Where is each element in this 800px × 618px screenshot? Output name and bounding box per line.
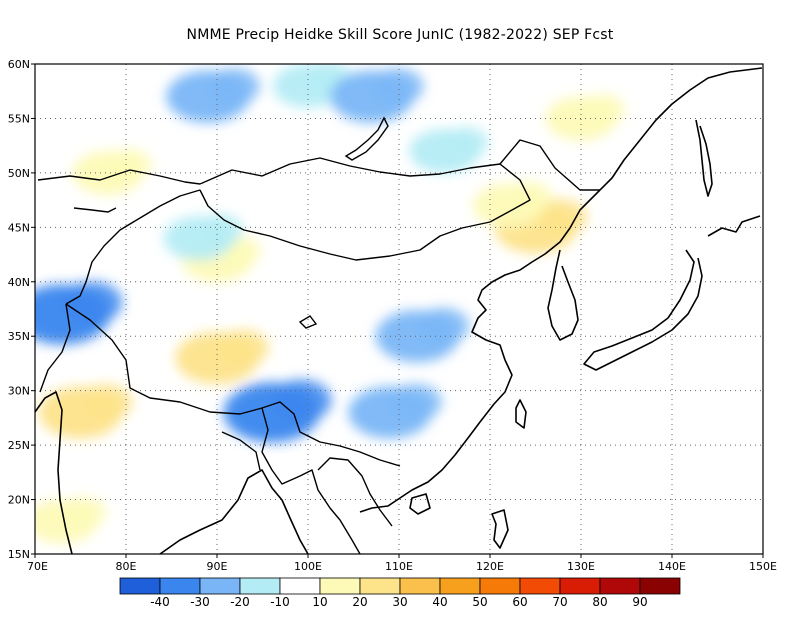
lon-label-70: 70E bbox=[27, 560, 48, 573]
border-china-northeast bbox=[499, 139, 600, 191]
lon-label-150: 150E bbox=[749, 560, 777, 573]
lake-qinghai bbox=[298, 315, 318, 329]
country-borders bbox=[37, 139, 600, 554]
colorbar-swatch-4 bbox=[279, 577, 321, 595]
coastline-philippines bbox=[491, 509, 509, 549]
colorbar-label-8: 50 bbox=[472, 595, 487, 609]
colorbar-label-1: -30 bbox=[190, 595, 210, 609]
coastline-korea bbox=[547, 249, 579, 341]
lat-label-15: 15N bbox=[8, 548, 30, 561]
inland-water bbox=[73, 116, 389, 329]
colorbar-swatch-2 bbox=[199, 577, 241, 595]
coastline-russia-far-east bbox=[599, 67, 763, 191]
longitude-tick-labels: 70E 80E 90E 100E 110E 120E 130E 140E 150E bbox=[27, 554, 777, 573]
lon-label-100: 100E bbox=[294, 560, 322, 573]
coastline-sakhalin bbox=[695, 119, 713, 197]
skill-region-14-lobe bbox=[62, 281, 123, 324]
coastline-hainan bbox=[409, 493, 431, 515]
page-title: NMME Precip Heidke Skill Score JunIC (19… bbox=[186, 27, 614, 43]
colorbar-swatch-10 bbox=[519, 577, 561, 595]
lat-label-50: 50N bbox=[8, 167, 30, 180]
lat-label-30: 30N bbox=[8, 385, 30, 398]
colorbar-swatch-0 bbox=[119, 577, 161, 595]
colorbar-label-11: 80 bbox=[592, 595, 607, 609]
skill-region-0-lobe bbox=[80, 383, 133, 421]
lon-label-130: 130E bbox=[567, 560, 595, 573]
lat-label-40: 40N bbox=[8, 276, 30, 289]
colorbar-swatch-3 bbox=[239, 577, 281, 595]
colorbar-swatch-6 bbox=[359, 577, 401, 595]
border-indochina bbox=[317, 457, 393, 527]
skill-region-3-lobe bbox=[535, 198, 588, 236]
lake-balkhash bbox=[73, 207, 117, 213]
lon-label-90: 90E bbox=[207, 560, 228, 573]
latitude-tick-labels: 60N 55N 50N 45N 40N 35N 30N 25N 20N 15N bbox=[8, 58, 35, 561]
coastline-bay-of-bengal bbox=[159, 469, 309, 554]
skill-region-15-lobe bbox=[444, 126, 489, 158]
lon-label-120: 120E bbox=[476, 560, 504, 573]
skill-region-1-lobe bbox=[217, 329, 269, 366]
colorbar-label-9: 60 bbox=[512, 595, 527, 609]
border-china-west bbox=[65, 189, 201, 305]
colorbar-swatch-11 bbox=[559, 577, 601, 595]
lat-label-20: 20N bbox=[8, 494, 30, 507]
border-india-pakistan bbox=[39, 303, 71, 393]
coastline-japan bbox=[583, 249, 703, 371]
colorbar-label-12: 90 bbox=[632, 595, 647, 609]
lat-label-60: 60N bbox=[8, 58, 30, 71]
coastline-hokkaido bbox=[707, 215, 761, 237]
colorbar-swatch-12 bbox=[599, 577, 641, 595]
skill-anomalies bbox=[35, 64, 625, 544]
colorbar-label-4: 10 bbox=[312, 595, 327, 609]
skill-region-16-lobe bbox=[198, 214, 243, 245]
lake-baikal bbox=[344, 116, 389, 161]
border-myanmar bbox=[261, 407, 361, 554]
lon-label-80: 80E bbox=[116, 560, 137, 573]
colorbar-label-7: 40 bbox=[432, 595, 447, 609]
colorbar-label-0: -40 bbox=[150, 595, 170, 609]
lat-label-55: 55N bbox=[8, 112, 30, 125]
lat-label-25: 25N bbox=[8, 439, 30, 452]
skill-region-2-lobe bbox=[62, 497, 107, 528]
colorbar-swatch-8 bbox=[439, 577, 481, 595]
gridlines bbox=[35, 64, 763, 554]
colorbar-swatch-7 bbox=[399, 577, 441, 595]
skill-region-9-lobe bbox=[371, 68, 424, 105]
lat-label-35: 35N bbox=[8, 330, 30, 343]
skill-region-13-lobe bbox=[271, 379, 332, 422]
colorbar-label-3: -10 bbox=[270, 595, 290, 609]
skill-region-10-lobe bbox=[207, 68, 260, 105]
skill-region-4-lobe bbox=[508, 181, 553, 213]
skill-field bbox=[35, 64, 763, 554]
border-bangladesh bbox=[221, 431, 261, 471]
colorbar-swatch-13 bbox=[639, 577, 681, 595]
coastlines bbox=[35, 67, 763, 554]
border-mongolia bbox=[199, 157, 531, 261]
coastline-taiwan bbox=[515, 399, 527, 429]
coastline-india-west bbox=[35, 391, 73, 554]
lat-label-45: 45N bbox=[8, 221, 30, 234]
colorbar-swatch-1 bbox=[159, 577, 201, 595]
colorbar: -40 -30 -20 -10 10 20 30 40 50 60 70 80 90 bbox=[119, 577, 681, 609]
skill-region-11-lobe bbox=[417, 307, 470, 345]
colorbar-label-5: 20 bbox=[352, 595, 367, 609]
colorbar-swatch-5 bbox=[319, 577, 361, 595]
border-kazakhstan bbox=[37, 169, 201, 185]
border-himalaya bbox=[65, 303, 401, 467]
skill-region-5-lobe bbox=[581, 94, 625, 126]
coastline-east-asia bbox=[359, 189, 601, 513]
colorbar-label-10: 70 bbox=[552, 595, 567, 609]
lon-label-110: 110E bbox=[385, 560, 413, 573]
skill-region-12-lobe bbox=[389, 383, 442, 421]
colorbar-swatch-9 bbox=[479, 577, 521, 595]
lon-label-140: 140E bbox=[658, 560, 686, 573]
colorbar-label-6: 30 bbox=[392, 595, 407, 609]
colorbar-label-2: -20 bbox=[230, 595, 250, 609]
